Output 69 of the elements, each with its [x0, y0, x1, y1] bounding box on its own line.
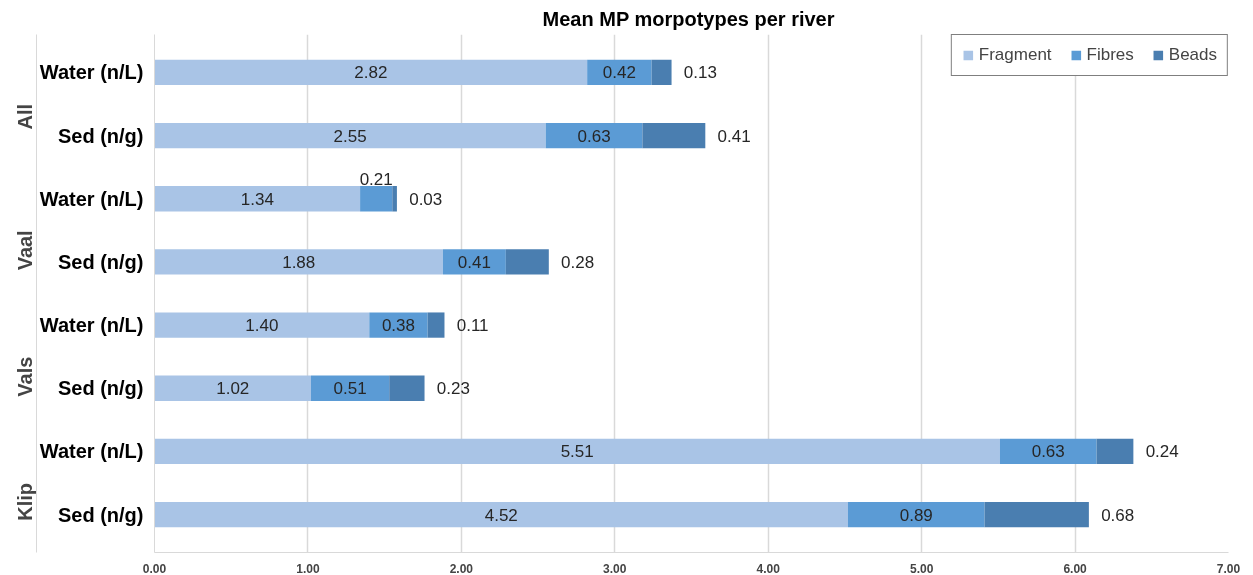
- chart-title: Mean MP morpotypes per river: [542, 7, 835, 30]
- bar: [505, 249, 549, 275]
- y-tick-label: Water (n/L): [39, 61, 144, 84]
- bar: [848, 501, 985, 528]
- y-tick-label: Water (n/L): [39, 187, 144, 210]
- bar: [154, 122, 546, 149]
- data-label: 2.55: [333, 126, 367, 146]
- data-label: 0.63: [1031, 442, 1065, 462]
- data-label: 1.88: [282, 252, 316, 272]
- data-label: 0.41: [457, 252, 491, 272]
- legend-label: Fragment: [978, 45, 1052, 65]
- data-label: 0.51: [333, 379, 367, 399]
- bar: [154, 501, 848, 528]
- x-tick-label: 6.00: [1063, 561, 1088, 575]
- text: Vaal: [14, 230, 37, 271]
- y-tick-label: Water (n/L): [39, 440, 144, 463]
- bar: [389, 375, 425, 401]
- y-tick-label: Water (n/L): [39, 314, 144, 337]
- data-label: 0.41: [717, 126, 751, 146]
- y-tick-label: Sed (n/g): [57, 250, 144, 273]
- data-label: 0.28: [561, 252, 595, 272]
- x-tick-label: 3.00: [603, 561, 627, 575]
- text: All: [14, 103, 37, 130]
- data-label: 0.23: [436, 379, 470, 399]
- x-tick-label: 4.00: [756, 561, 781, 575]
- data-label: 0.68: [1101, 505, 1135, 525]
- legend-label: Beads: [1168, 45, 1217, 65]
- text: Klip: [14, 483, 37, 521]
- bar: [651, 59, 672, 86]
- bar: [545, 122, 643, 149]
- bar: [427, 312, 445, 338]
- data-label: 0.63: [577, 126, 611, 146]
- data-label: 1.02: [216, 379, 250, 399]
- data-label: 1.40: [245, 316, 279, 336]
- bar: [642, 122, 706, 149]
- bar: [154, 249, 443, 275]
- data-label: 0.89: [899, 505, 933, 525]
- data-label: 0.24: [1145, 442, 1179, 462]
- y-tick-label: Sed (n/g): [57, 377, 144, 400]
- data-label: 4.52: [484, 505, 518, 525]
- data-label: 5.51: [560, 442, 594, 462]
- data-label: 0.38: [381, 316, 415, 336]
- data-label: 0.42: [602, 63, 636, 83]
- x-tick-label: 0.00: [142, 561, 167, 575]
- bar: [442, 249, 506, 275]
- bar: [154, 375, 311, 401]
- data-label: 0.11: [456, 316, 489, 336]
- data-label: 0.21: [359, 169, 393, 189]
- bar: [999, 438, 1097, 465]
- bar: [154, 438, 1000, 465]
- text: Vals: [14, 356, 37, 397]
- data-label: 1.34: [240, 189, 274, 209]
- x-tick-label: 5.00: [909, 561, 934, 575]
- data-label: 0.03: [409, 189, 443, 209]
- bar: [154, 59, 588, 86]
- x-tick-label: 1.00: [296, 561, 320, 575]
- data-label: 2.82: [354, 63, 388, 83]
- bar: [984, 501, 1089, 528]
- x-tick-label: 7.00: [1216, 561, 1241, 575]
- x-tick-label: 2.00: [449, 561, 474, 575]
- legend-label: Fibres: [1086, 45, 1134, 65]
- y-tick-label: Sed (n/g): [57, 124, 144, 147]
- bar: [360, 186, 393, 212]
- bar: [154, 312, 370, 338]
- bar: [1096, 438, 1134, 465]
- y-tick-label: Sed (n/g): [57, 503, 144, 526]
- data-label: 0.13: [683, 63, 717, 83]
- bar: [154, 186, 361, 212]
- bar: [392, 186, 397, 212]
